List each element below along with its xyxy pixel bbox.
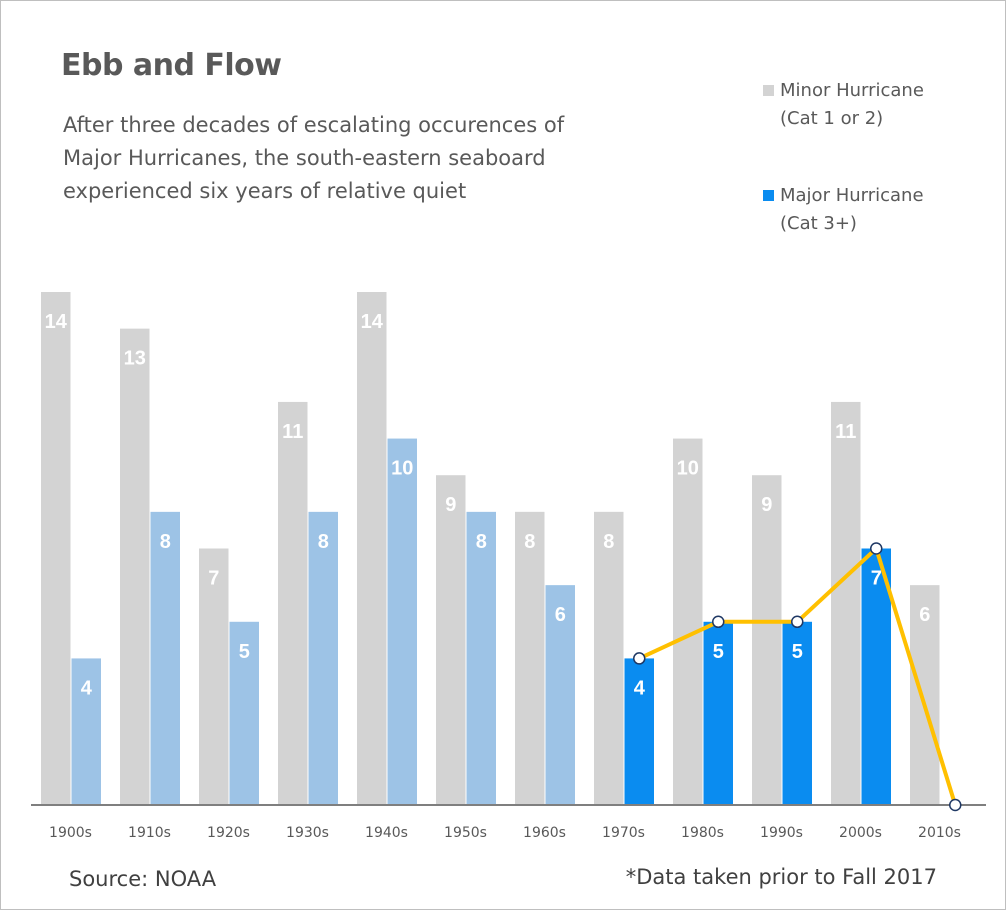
bar-major-1930s: [308, 511, 338, 805]
data-label-minor-2010s: 6: [919, 604, 930, 626]
source-note: Source: NOAA: [69, 867, 217, 891]
x-tick-label-1920s: 1920s: [207, 825, 250, 841]
legend-swatch-minor: [763, 85, 774, 96]
data-label-minor-1950s: 9: [445, 494, 456, 516]
x-tick-label-1900s: 1900s: [49, 825, 92, 841]
legend-label-minor-2: (Cat 1 or 2): [780, 108, 884, 129]
bar-minor-1940s: [357, 292, 387, 805]
bar-major-1990s: [782, 621, 812, 805]
data-label-major-1920s: 5: [239, 641, 250, 663]
x-tick-label-1950s: 1950s: [444, 825, 487, 841]
data-label-minor-1940s: 14: [361, 311, 384, 333]
bar-minor-1910s: [120, 328, 150, 805]
data-label-major-1950s: 8: [476, 531, 487, 553]
data-label-minor-1910s: 13: [124, 348, 146, 370]
bar-major-1910s: [150, 511, 180, 805]
x-tick-label-2010s: 2010s: [918, 825, 961, 841]
data-label-minor-1930s: 11: [282, 421, 303, 443]
data-label-minor-1920s: 7: [208, 568, 219, 590]
data-label-major-1970s: 4: [634, 677, 646, 699]
x-tick-label-1980s: 1980s: [681, 825, 724, 841]
trend-marker-1990s: [791, 615, 804, 629]
bar-major-2000s: [861, 548, 891, 805]
data-label-major-1960s: 6: [555, 604, 566, 626]
subtitle-line-2: Major Hurricanes, the south-eastern seab…: [63, 146, 546, 170]
bar-minor-1900s: [41, 292, 71, 805]
trend-marker-2010s: [949, 798, 962, 812]
data-label-minor-2000s: 11: [835, 421, 856, 443]
x-tick-label-1990s: 1990s: [760, 825, 803, 841]
subtitle-line-3: experienced six years of relative quiet: [63, 179, 467, 203]
data-label-minor-1990s: 9: [761, 494, 772, 516]
x-tick-label-1970s: 1970s: [602, 825, 645, 841]
bar-minor-1930s: [278, 401, 308, 805]
data-label-minor-1900s: 14: [45, 311, 68, 333]
x-tick-label-1930s: 1930s: [286, 825, 329, 841]
legend-swatch-major: [763, 190, 774, 201]
x-tick-label-1910s: 1910s: [128, 825, 171, 841]
bar-major-1950s: [466, 511, 496, 805]
bar-major-1960s: [545, 585, 575, 805]
bar-major-1920s: [229, 621, 259, 805]
x-tick-label-2000s: 2000s: [839, 825, 882, 841]
trend-marker-1970s: [633, 652, 646, 665]
bar-chart: 14 4 1900s 13 8 1910s 7 5 1920s 11 8 1930s 14 10 1940s…: [31, 292, 986, 841]
bar-minor-1990s: [752, 475, 782, 805]
chart-subtitle: After three decades of escalating occure…: [63, 109, 623, 208]
bar-major-1980s: [703, 621, 733, 805]
trend-marker-2000s: [870, 542, 883, 555]
legend-label-major-2: (Cat 3+): [780, 213, 857, 234]
data-label-major-1910s: 8: [160, 531, 171, 553]
subtitle-line-1: After three decades of escalating occure…: [63, 113, 565, 137]
bar-major-1900s: [71, 658, 101, 805]
x-tick-label-1960s: 1960s: [523, 825, 566, 841]
data-label-major-1930s: 8: [318, 531, 329, 553]
bar-minor-1950s: [436, 475, 466, 805]
bar-minor-1980s: [673, 438, 703, 805]
data-footnote: *Data taken prior to Fall 2017: [625, 865, 937, 889]
bar-minor-2000s: [831, 401, 861, 805]
trend-marker-1980s: [712, 615, 725, 629]
data-label-major-1900s: 4: [81, 677, 93, 699]
data-label-minor-1970s: 8: [603, 531, 614, 553]
legend-label-minor-1: Minor Hurricane: [780, 80, 924, 101]
data-label-minor-1960s: 8: [524, 531, 535, 553]
bar-minor-1970s: [594, 511, 624, 805]
bar-major-1970s: [624, 658, 654, 805]
bar-minor-2010s: [910, 585, 940, 805]
x-tick-label-1940s: 1940s: [365, 825, 408, 841]
bar-major-1940s: [387, 438, 417, 805]
chart-title: Ebb and Flow: [61, 48, 282, 83]
bar-minor-1920s: [199, 548, 229, 805]
bar-minor-1960s: [515, 511, 545, 805]
data-label-major-2000s: 7: [871, 568, 882, 590]
data-label-major-1990s: 5: [792, 641, 803, 663]
data-label-minor-1980s: 10: [677, 458, 699, 480]
data-label-major-1940s: 10: [391, 458, 413, 480]
legend-label-major-1: Major Hurricane: [780, 185, 924, 206]
data-label-major-1980s: 5: [713, 641, 724, 663]
